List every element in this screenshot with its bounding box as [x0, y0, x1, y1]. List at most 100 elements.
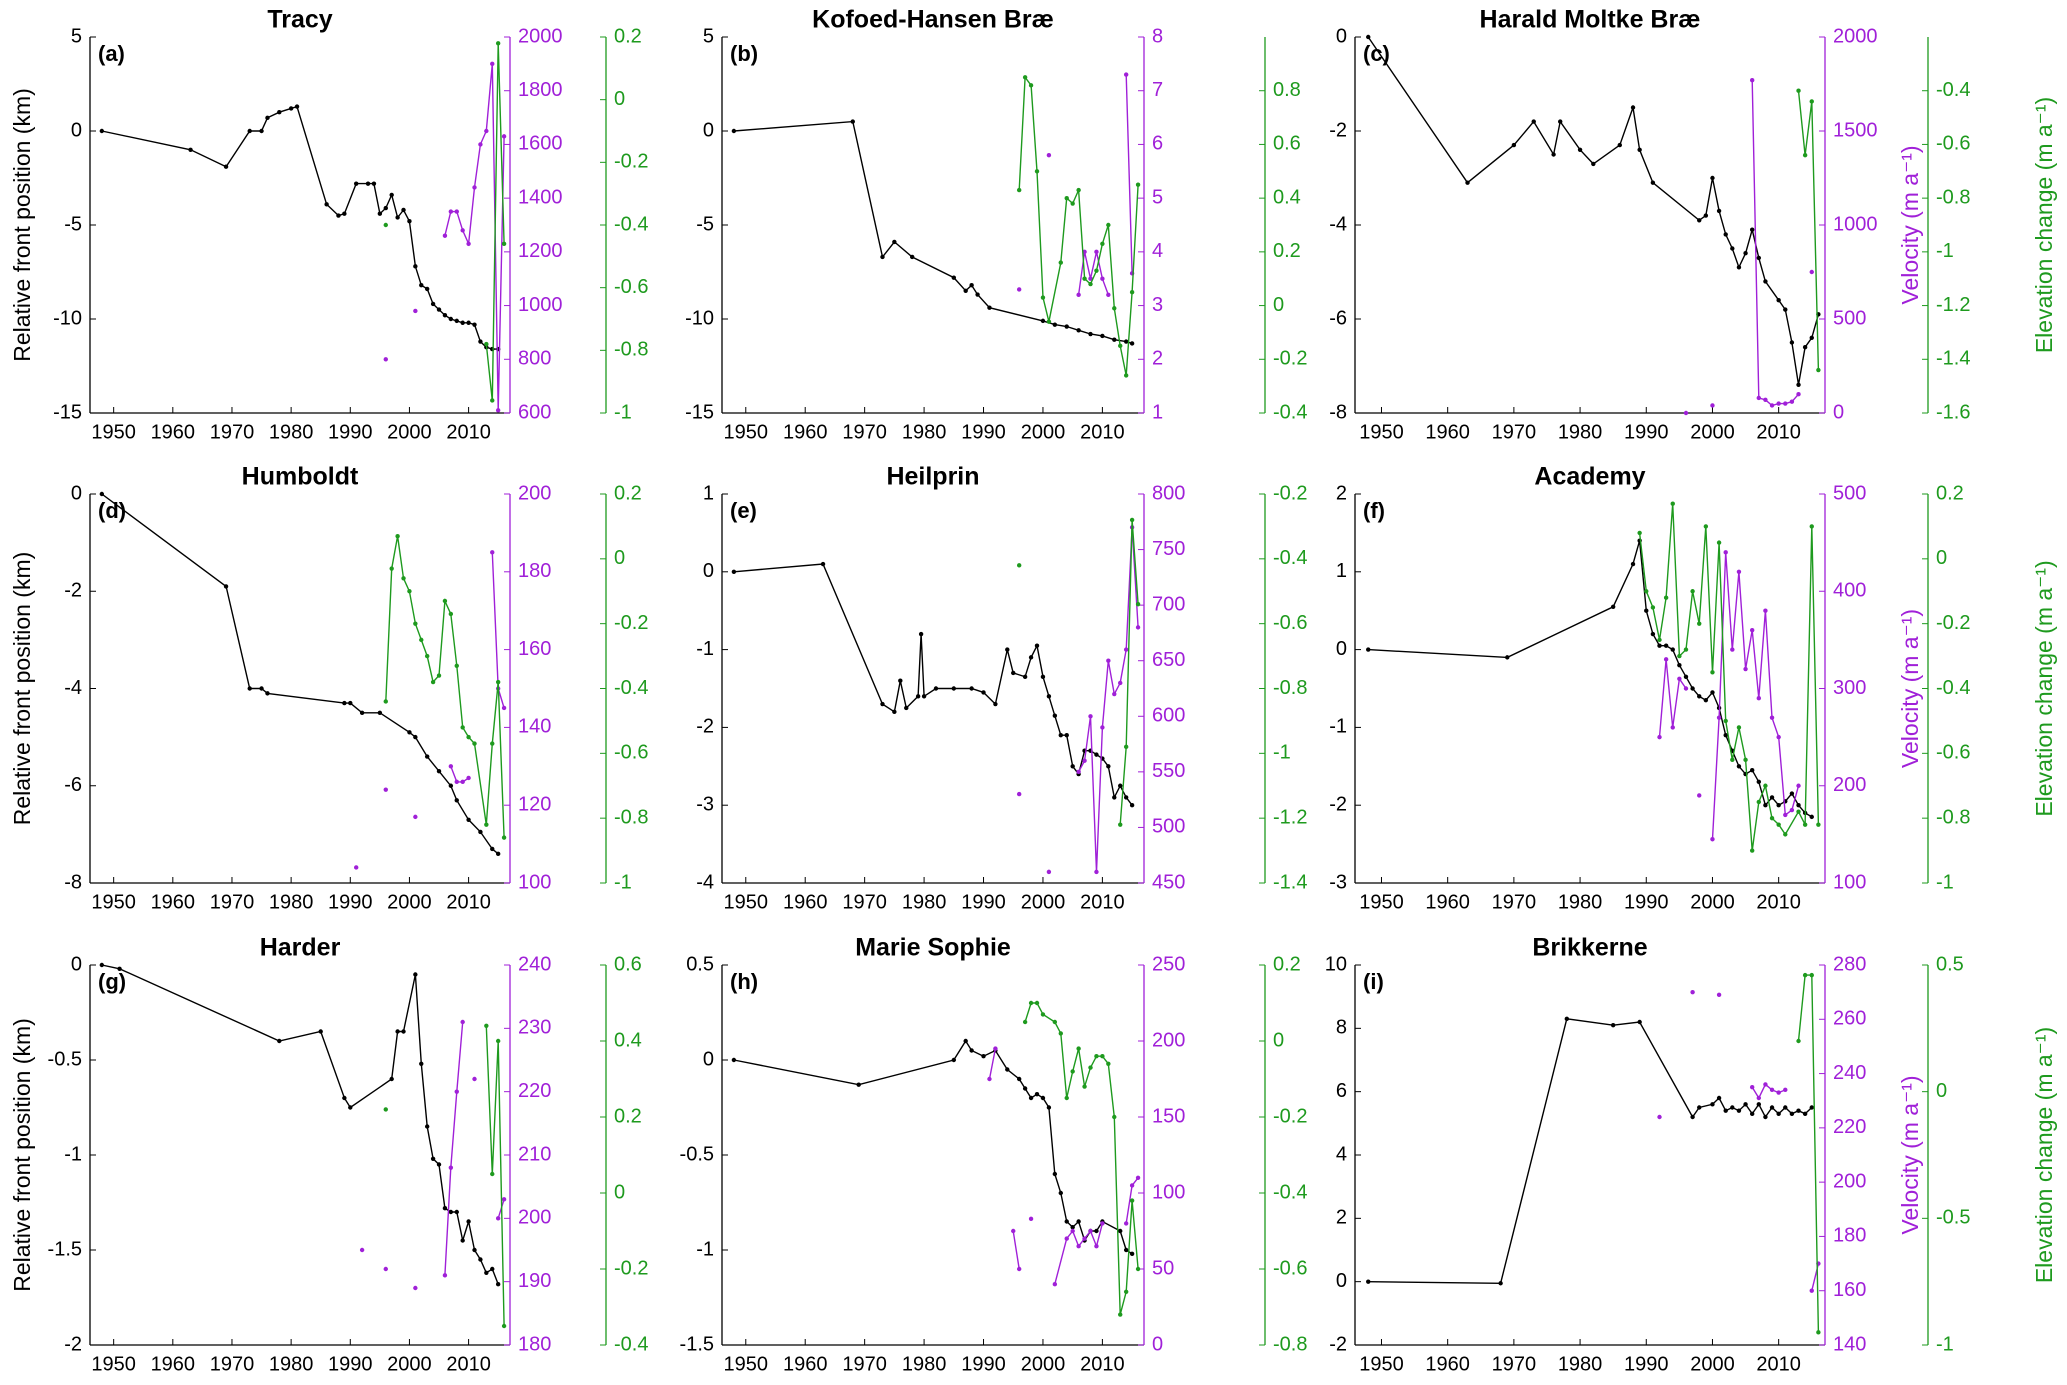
- x-tick-label: 1970: [1492, 891, 1537, 913]
- data-point: [1683, 686, 1689, 691]
- data-point: [1082, 1236, 1087, 1241]
- data-point: [1094, 249, 1099, 255]
- y2-tick-label: 150: [1152, 1105, 1185, 1127]
- data-point: [490, 846, 495, 852]
- data-point: [1690, 686, 1695, 691]
- data-point: [1046, 319, 1052, 324]
- data-point: [501, 835, 507, 840]
- data-point: [1697, 621, 1702, 626]
- data-point: [495, 408, 501, 413]
- data-point: [1749, 767, 1755, 773]
- y3-tick-label: 0.4: [1273, 186, 1301, 208]
- data-point: [1064, 1095, 1069, 1101]
- y-tick-label: 5: [703, 25, 714, 47]
- panel-title: Harald Moltke Bræ: [1480, 6, 1701, 34]
- y2-tick-label: 100: [1152, 1181, 1185, 1203]
- y-tick-label: -10: [53, 307, 82, 329]
- data-point: [1756, 799, 1762, 805]
- data-point: [1610, 1022, 1616, 1028]
- data-point: [1703, 213, 1709, 218]
- data-point: [1100, 1221, 1105, 1226]
- data-point: [1076, 187, 1081, 193]
- y2-tick-label: 160: [1833, 1279, 1866, 1301]
- data-point: [1723, 718, 1728, 724]
- data-point: [353, 181, 359, 186]
- y3-tick-label: -0.6: [1936, 133, 1970, 155]
- x-tick-label: 1950: [91, 891, 136, 913]
- x-tick-label: 2000: [1021, 891, 1066, 913]
- y-tick-label: -4: [64, 677, 82, 699]
- y3-axis-label: Elevation change (m a⁻¹): [2031, 97, 2057, 353]
- data-point: [1677, 676, 1682, 681]
- data-point: [969, 1048, 974, 1053]
- y-tick-label: -4: [1329, 213, 1347, 235]
- data-point: [1716, 1095, 1722, 1101]
- series-line: [1077, 527, 1139, 872]
- data-point: [472, 1076, 477, 1082]
- data-point: [1112, 795, 1117, 800]
- data-point: [454, 209, 459, 214]
- data-point: [1644, 589, 1649, 594]
- data-point: [424, 653, 430, 659]
- y-tick-label: -1: [64, 1143, 82, 1165]
- x-tick-label: 1980: [1558, 1353, 1603, 1375]
- y3-tick-label: 0.2: [614, 25, 642, 47]
- y-tick-label: 2: [1336, 482, 1347, 504]
- data-point: [898, 678, 903, 683]
- y3-tick-label: -1: [1936, 871, 1954, 893]
- data-point: [1076, 1046, 1081, 1051]
- data-point: [448, 783, 454, 788]
- data-point: [969, 686, 974, 691]
- data-point: [454, 318, 459, 324]
- data-point: [424, 286, 430, 292]
- data-point: [501, 705, 507, 711]
- data-point: [490, 550, 495, 555]
- data-point: [413, 308, 418, 314]
- data-point: [454, 663, 459, 669]
- panel-title: Kofoed-Hansen Bræ: [812, 6, 1054, 34]
- series-line: [1368, 1018, 1813, 1285]
- data-point: [1094, 752, 1099, 757]
- data-point: [987, 305, 992, 310]
- y3-tick-label: -0.4: [1936, 677, 1970, 699]
- data-point: [1802, 152, 1808, 158]
- y3-tick-label: -1.4: [1936, 348, 1970, 370]
- data-point: [1783, 1087, 1788, 1093]
- data-point: [1796, 783, 1801, 788]
- data-point: [1809, 972, 1814, 978]
- data-point: [1135, 182, 1141, 187]
- x-tick-label: 1990: [328, 421, 373, 443]
- x-tick-label: 2000: [1021, 421, 1066, 443]
- data-point: [1749, 848, 1755, 853]
- panel-label: (a): [98, 41, 125, 66]
- series-line: [733, 563, 1133, 806]
- y2-tick-label: 800: [1152, 482, 1185, 504]
- data-point: [1677, 662, 1682, 668]
- series-line: [733, 120, 1133, 345]
- data-point: [1064, 324, 1069, 329]
- data-point: [389, 566, 394, 571]
- series-line: [1658, 552, 1800, 840]
- data-point: [495, 41, 501, 46]
- x-tick-label: 1980: [902, 1353, 947, 1375]
- data-point: [454, 798, 459, 803]
- data-point: [1366, 34, 1371, 40]
- y3-tick-label: -0.6: [1936, 742, 1970, 764]
- data-point: [1670, 501, 1675, 506]
- data-point: [478, 1257, 483, 1262]
- data-point: [478, 829, 483, 835]
- y3-tick-label: -1.2: [1273, 806, 1307, 828]
- series-line: [101, 964, 499, 1285]
- data-point: [448, 611, 454, 617]
- data-point: [1028, 1216, 1034, 1222]
- data-point: [484, 1023, 489, 1028]
- data-point: [1736, 569, 1742, 574]
- data-point: [294, 104, 300, 109]
- data-point: [1123, 647, 1129, 652]
- x-tick-label: 1970: [210, 891, 255, 913]
- data-point: [442, 598, 448, 604]
- data-point: [909, 254, 915, 260]
- x-tick-label: 1990: [1624, 891, 1669, 913]
- data-point: [277, 110, 282, 115]
- data-point: [1465, 180, 1470, 185]
